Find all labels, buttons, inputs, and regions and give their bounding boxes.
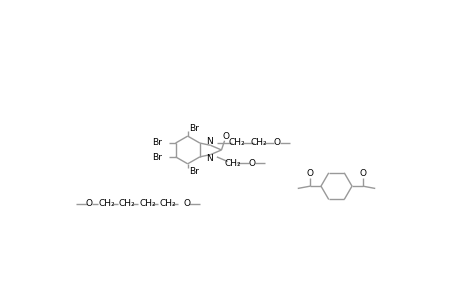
Text: O: O (85, 200, 93, 208)
Text: O: O (273, 138, 280, 147)
Text: N: N (206, 154, 213, 163)
Text: CH₂: CH₂ (139, 200, 156, 208)
Text: CH₂: CH₂ (159, 200, 175, 208)
Text: CH₂: CH₂ (224, 158, 240, 167)
Text: CH₂: CH₂ (250, 138, 266, 147)
Text: O: O (183, 200, 190, 208)
Text: Br: Br (152, 153, 162, 162)
Text: Br: Br (189, 167, 199, 176)
Text: O: O (358, 169, 365, 178)
Text: CH₂: CH₂ (119, 200, 135, 208)
Text: N: N (206, 137, 213, 146)
Text: CH₂: CH₂ (228, 138, 245, 147)
Text: Br: Br (152, 138, 162, 147)
Text: O: O (306, 169, 313, 178)
Text: O: O (248, 158, 255, 167)
Text: CH₂: CH₂ (99, 200, 115, 208)
Text: O: O (222, 132, 229, 141)
Text: Br: Br (189, 124, 199, 133)
